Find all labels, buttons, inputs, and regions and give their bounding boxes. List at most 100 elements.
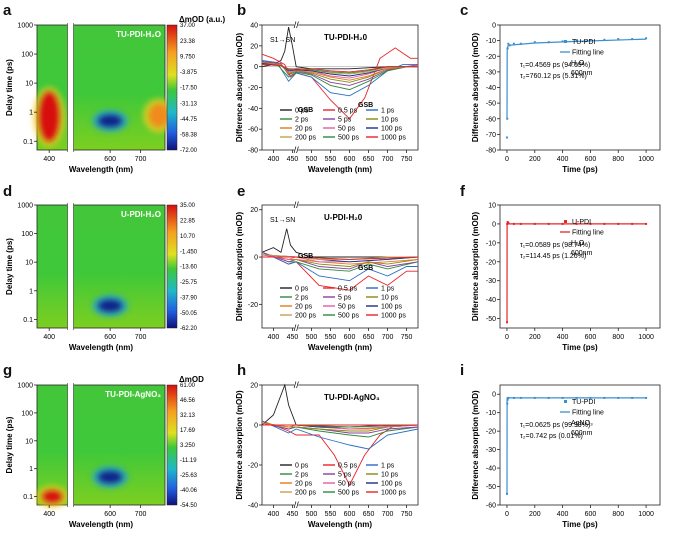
y-tick-label: -20: [486, 54, 496, 61]
x-tick-label: 600: [344, 156, 356, 163]
legend-label: 2 ps: [295, 117, 309, 124]
plot-frame: [261, 384, 419, 506]
data-point: [507, 221, 510, 224]
y-tick-label: 1000: [17, 203, 33, 210]
y-tick-label: -20: [248, 463, 258, 470]
legend-label: 1 ps: [381, 108, 395, 115]
x-tick-label: 650: [363, 334, 375, 341]
y-tick-label: 20: [250, 383, 258, 390]
data-point: [603, 222, 606, 225]
annotation: S1→SN: [270, 37, 295, 44]
legend-marker: [564, 40, 567, 43]
legend-label: 5 ps: [338, 117, 352, 124]
spectra-title: TU-PDI-H₂0: [324, 33, 368, 42]
data-point: [507, 396, 510, 399]
x-tick-label: 800: [612, 156, 624, 163]
annotation: GSB: [358, 265, 373, 272]
data-point: [506, 117, 509, 120]
data-point: [561, 40, 564, 43]
data-point: [533, 41, 536, 44]
panel-label-b: b: [237, 2, 246, 19]
y-tick-label: 100: [21, 52, 33, 59]
y-tick-label: -30: [486, 447, 496, 454]
x-tick-label: 700: [382, 156, 394, 163]
legend-label: 500 ps: [338, 490, 360, 497]
data-point: [519, 42, 522, 45]
panel-label-c: c: [460, 2, 468, 19]
data-point: [533, 222, 536, 225]
data-point: [547, 396, 550, 399]
colorbar: [166, 204, 178, 329]
x-tick-label: 400: [268, 156, 280, 163]
colorbar-tick-label: -31.13: [180, 101, 198, 107]
series-line-1-ps: [261, 251, 418, 282]
legend-label: 200 ps: [295, 313, 317, 320]
axis-break-gap: [294, 502, 299, 508]
y-tick-label: 10: [488, 203, 496, 210]
x-tick-label: 550: [325, 511, 337, 518]
x-tick-label: 400: [43, 334, 55, 341]
data-point: [506, 47, 509, 50]
y-tick-label: 1: [29, 110, 33, 117]
legend-label: 1 ps: [381, 286, 395, 293]
x-axis-label: Wavelength (nm): [69, 343, 133, 352]
panel-label-g: g: [3, 362, 12, 379]
annotation: 600nm: [571, 250, 593, 257]
data-point: [533, 396, 536, 399]
legend-label: 0.5 ps: [338, 286, 358, 293]
y-tick-label: -50: [486, 101, 496, 108]
legend-label: 500 ps: [338, 313, 360, 320]
legend-label: 100 ps: [381, 304, 403, 311]
colorbar-tick-label: -54.50: [180, 503, 198, 509]
y-tick-label: -20: [486, 259, 496, 266]
legend-label: 10 ps: [381, 472, 399, 479]
colorbar-tick-label: -25.75: [180, 280, 198, 286]
annotation: τ₂=760.12 ps (5.31%): [520, 73, 587, 80]
heatmap-title: TU-PDI-AgNO₃: [105, 390, 161, 399]
x-axis-label: Time (ps): [562, 343, 598, 352]
legend-label: 100 ps: [381, 481, 403, 488]
annotation: H₂O: [571, 60, 585, 67]
legend-label: 50 ps: [338, 126, 356, 133]
x-tick-label: 1000: [638, 156, 654, 163]
data-point: [519, 396, 522, 399]
y-axis-label: Delay time (ps): [5, 59, 14, 116]
spectra-title: TU-PDI-AgNO₃: [324, 393, 380, 402]
fit-line: [506, 397, 647, 494]
y-axis-label: Delay time (ps): [5, 238, 14, 295]
legend-label: 2 ps: [295, 295, 309, 302]
axis-break-bar: [67, 383, 74, 507]
x-tick-label: 600: [104, 334, 116, 341]
colorbar-tick-label: -11.19: [180, 458, 197, 464]
kinetics-c: -80 -70 -60 -50 -40 -30 -20 -10 0 0 200 400 600 800 10…: [471, 23, 661, 174]
x-tick-label: 1000: [638, 511, 654, 518]
x-tick-label: 750: [401, 334, 413, 341]
annotation: τ₁=0.4569 ps (94.69%): [520, 62, 590, 69]
annotation: H₂O: [571, 240, 585, 247]
annotation: τ₁=0.0625 ps (99.99%): [520, 422, 590, 429]
series-line-5-ps: [261, 251, 419, 270]
y-tick-label: 0: [492, 221, 496, 228]
plot-frame: [499, 204, 661, 329]
annotation: AgNO₃: [571, 420, 593, 427]
y-axis-label: Delay time (ps): [5, 416, 14, 473]
x-tick-label: 550: [325, 334, 337, 341]
spectra-b: // // -80 -60 -40 -20 0 20 40 400 450 500 550 600 650 7…: [235, 20, 419, 174]
data-point: [512, 42, 515, 45]
colorbar-tick-label: 46.56: [180, 398, 196, 404]
y-tick-label: 10: [25, 438, 33, 445]
x-tick-label: 600: [104, 156, 116, 163]
data-point: [512, 396, 515, 399]
x-tick-label: 600: [344, 334, 356, 341]
y-axis-label: Difference absorption (mOD): [235, 390, 244, 500]
series-line-1000-ps: [262, 256, 419, 260]
legend-label: 20 ps: [295, 481, 313, 488]
colorbar-tick-label: 32.13: [180, 413, 196, 419]
x-axis-label: Wavelength (nm): [308, 165, 372, 174]
heatmap-feature-0: [98, 114, 123, 127]
axis-break-bar: [67, 23, 74, 152]
panel-label-d: d: [3, 183, 12, 200]
series-line-0.5-ps: [261, 47, 418, 120]
